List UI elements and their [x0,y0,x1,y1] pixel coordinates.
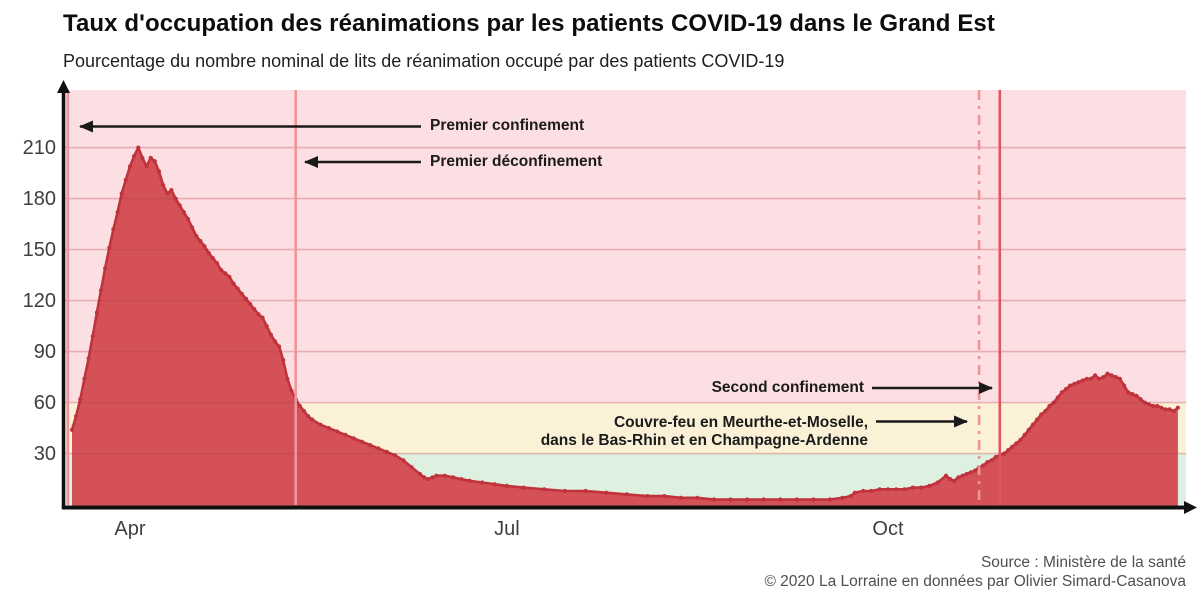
premier-confinement-label: Premier confinement [430,117,585,134]
y-tick-label: 210 [22,136,56,159]
plot-area [65,90,1186,506]
couvre-feu-label-line1: Couvre-feu en Meurthe-et-Moselle, [613,414,868,431]
premier-deconfinement-label: Premier déconfinement [430,152,603,170]
source-credit: Source : Ministère de la santé © 2020 La… [764,553,1186,591]
x-tick-label: Apr [114,518,146,540]
annotation-arrows [79,120,993,428]
second-confinement-label: Second confinement [711,378,864,396]
y-tick-label: 30 [33,442,56,465]
source-line: Source : Ministère de la santé [980,554,1186,571]
x-tick-label: Oct [872,518,904,540]
x-axis-arrow-icon [1184,501,1197,514]
y-tick-label: 90 [33,340,56,363]
y-tick-label: 150 [22,238,56,261]
x-tick-label: Jul [494,518,520,540]
chart-title: Taux d'occupation des réanimations par l… [63,10,995,37]
credit-line: © 2020 La Lorraine en données par Olivie… [764,573,1186,590]
y-axis-arrow-icon [57,80,70,93]
chart-subtitle: Pourcentage du nombre nominal de lits de… [63,51,785,71]
axes [57,80,1197,514]
y-tick-label: 120 [22,289,56,312]
y-tick-label: 60 [33,391,56,414]
couvre-feu-label-line2: dans le Bas-Rhin et en Champagne-Ardenne [540,432,868,449]
y-tick-label: 180 [22,187,56,210]
